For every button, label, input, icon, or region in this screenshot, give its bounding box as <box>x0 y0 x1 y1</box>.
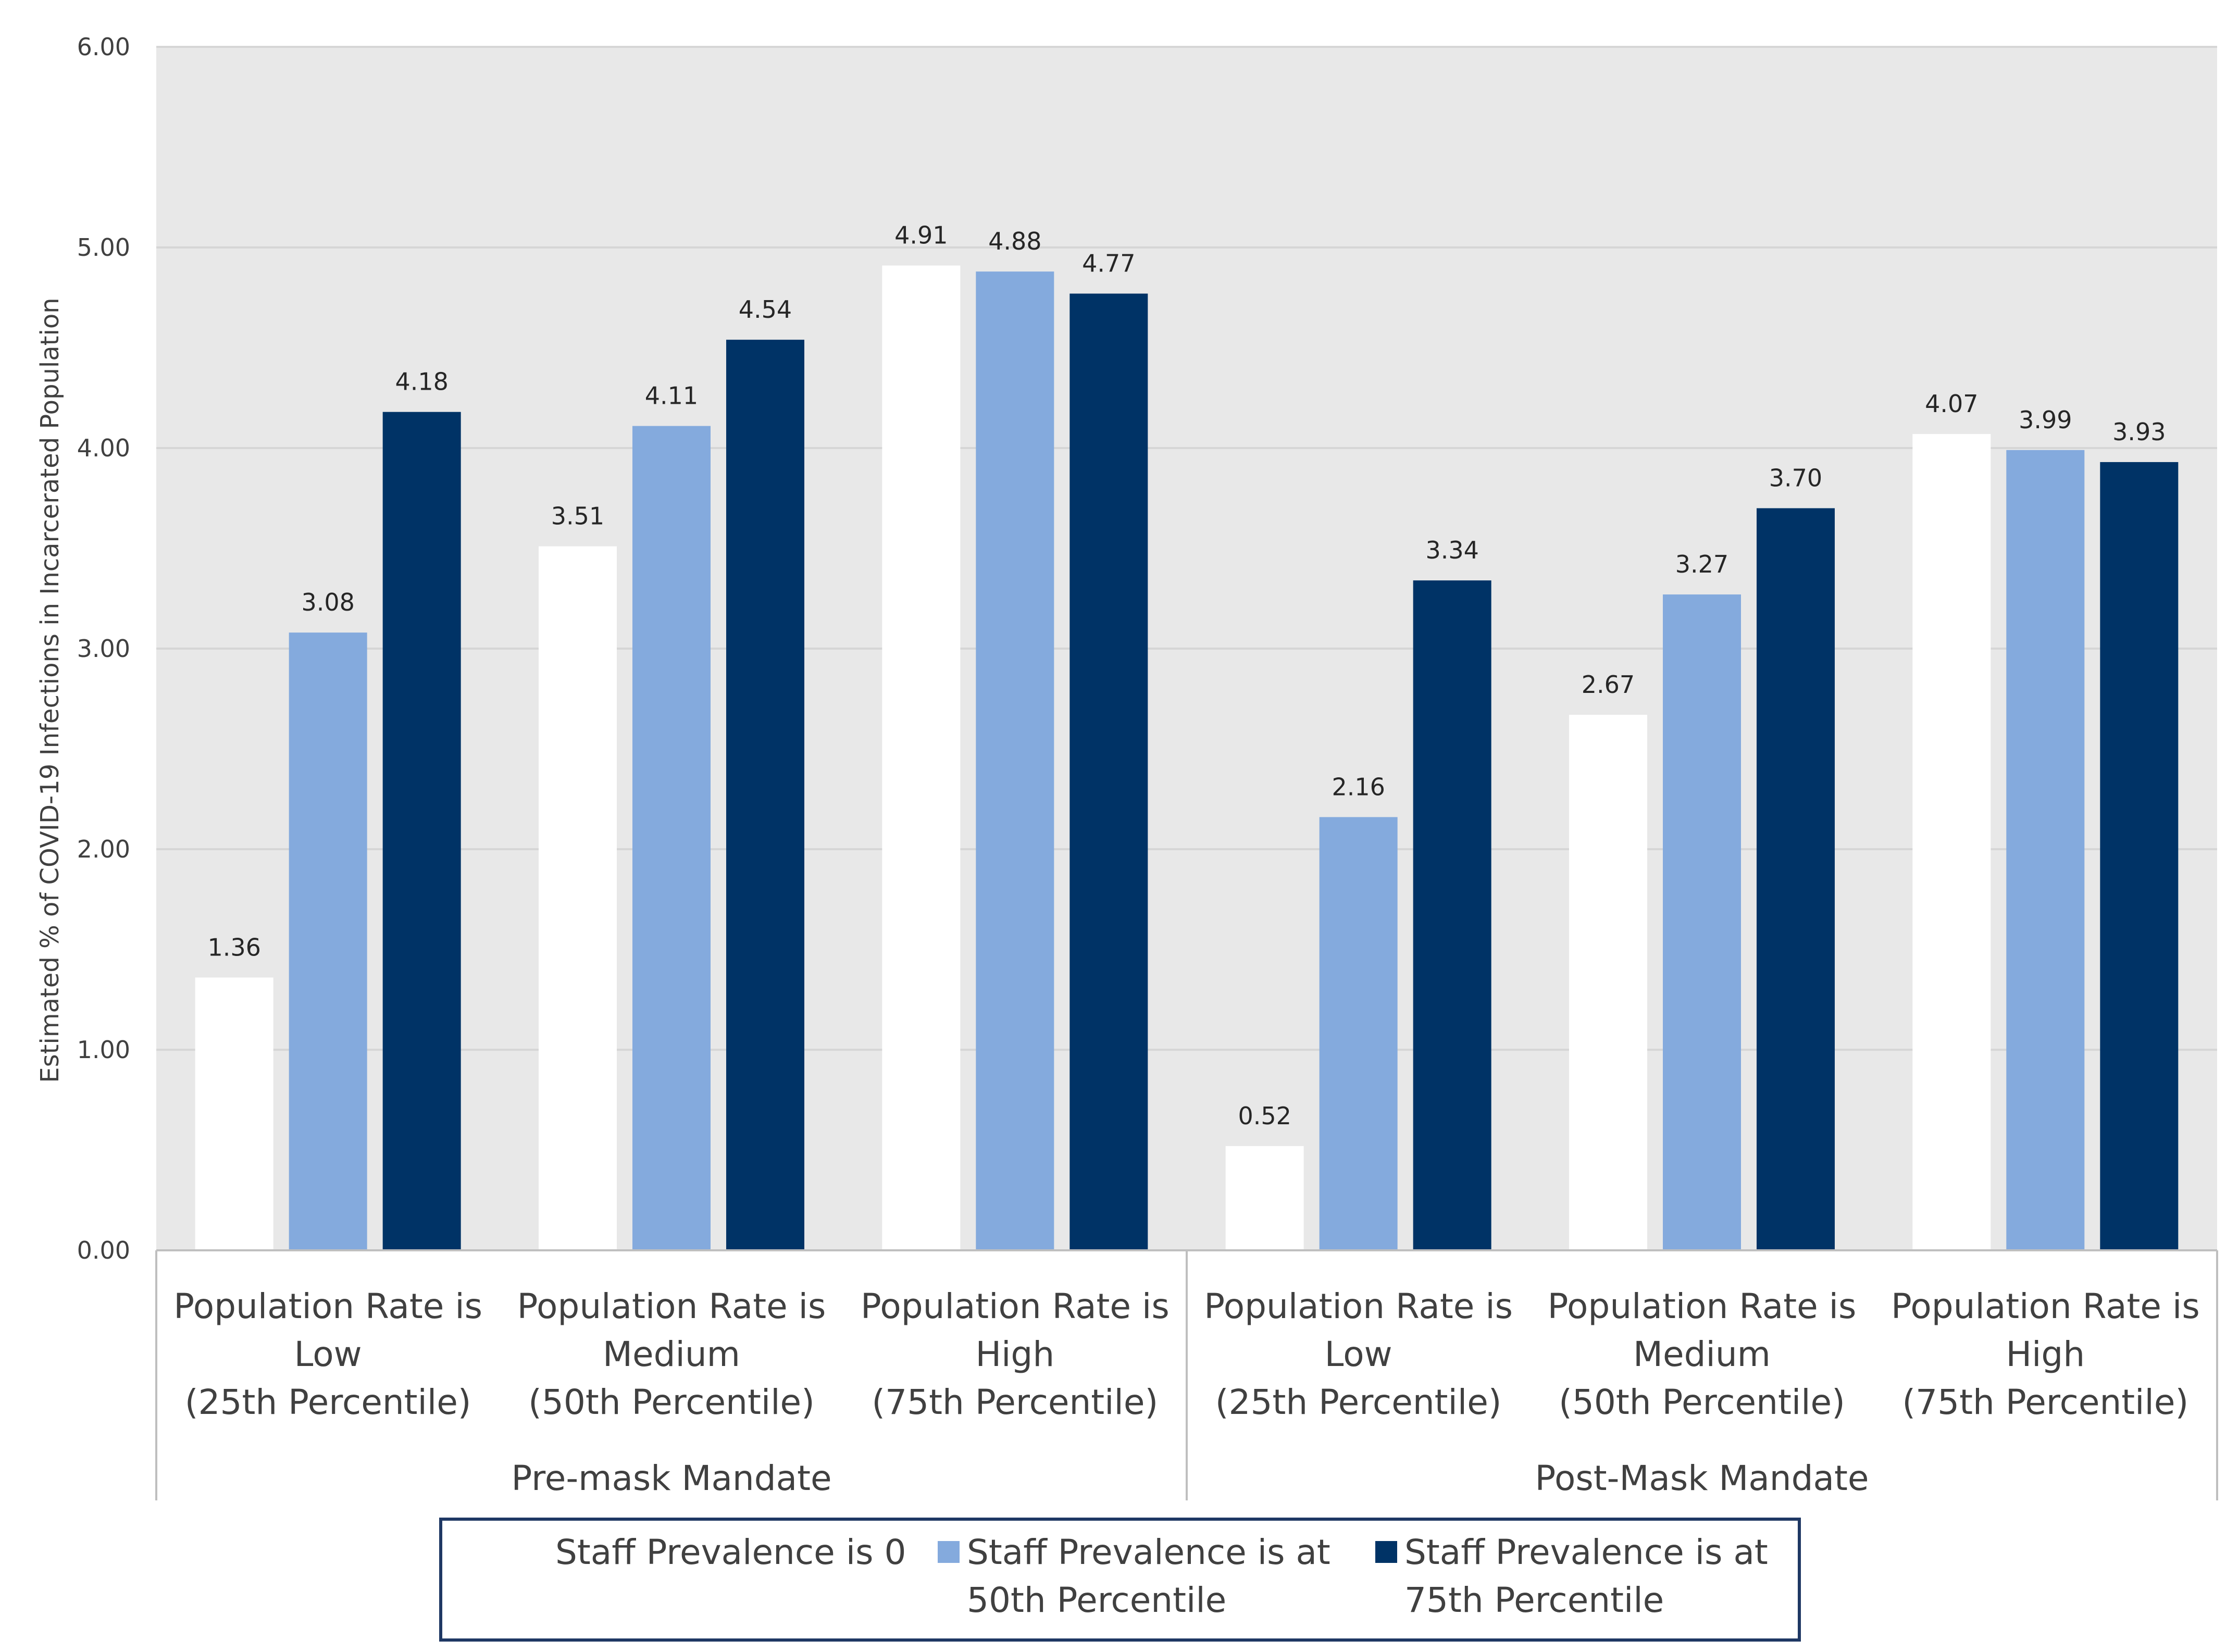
y-tick-label: 6.00 <box>77 33 130 61</box>
category-label-line: (75th Percentile) <box>872 1382 1158 1422</box>
data-label: 3.93 <box>2112 418 2166 446</box>
legend-entry-line: Staff Prevalence is at <box>967 1532 1330 1572</box>
data-label: 4.11 <box>645 382 698 410</box>
bar <box>1663 594 1741 1250</box>
legend-swatch <box>526 1541 548 1563</box>
bar <box>632 426 711 1250</box>
category-label: Population Rate is High (75th Percentile) <box>1891 1286 2200 1422</box>
legend-entry: Staff Prevalence is 0 <box>555 1532 906 1572</box>
data-label: 4.18 <box>395 368 448 396</box>
y-tick-label: 5.00 <box>77 233 130 262</box>
legend-entry: Staff Prevalence is at 75th Percentile <box>1404 1532 1768 1620</box>
category-label-line: Population Rate is <box>861 1286 1170 1326</box>
category-label-line: Population Rate is <box>1204 1286 1513 1326</box>
legend-entry-line: 75th Percentile <box>1404 1580 1664 1620</box>
bar <box>289 632 367 1250</box>
legend-swatch <box>1375 1541 1397 1563</box>
category-label-line: (50th Percentile) <box>528 1382 815 1422</box>
data-label: 2.16 <box>1332 773 1385 801</box>
category-label-line: Population Rate is <box>1548 1286 1857 1326</box>
category-label-line: High <box>2006 1334 2085 1374</box>
y-axis-label: Estimated % of COVID-19 Infections in In… <box>35 297 65 1083</box>
legend-entry-line: Staff Prevalence is at <box>1404 1532 1768 1572</box>
category-label: Population Rate is Medium (50th Percentile… <box>1548 1286 1857 1422</box>
y-tick-label: 0.00 <box>77 1236 130 1264</box>
legend-swatch <box>938 1541 960 1563</box>
data-label: 4.07 <box>1925 390 1978 418</box>
data-label: 4.77 <box>1082 250 1135 278</box>
category-label-line: Medium <box>603 1334 740 1374</box>
category-label: Population Rate is High (75th Percentile) <box>861 1286 1170 1422</box>
data-label: 3.99 <box>2019 406 2072 434</box>
bar <box>539 546 617 1250</box>
data-label: 3.34 <box>1425 536 1478 564</box>
bar <box>1069 293 1148 1250</box>
category-label-line: (25th Percentile) <box>185 1382 471 1422</box>
bar <box>1319 817 1398 1250</box>
category-label-line: Low <box>1325 1334 1392 1374</box>
category-label: Population Rate is Low (25th Percentile) <box>173 1286 482 1422</box>
bar <box>976 271 1054 1251</box>
y-tick-label: 2.00 <box>77 835 130 863</box>
bar <box>195 977 273 1250</box>
y-tick-label: 4.00 <box>77 434 130 462</box>
category-label-line: (75th Percentile) <box>1902 1382 2188 1422</box>
category-label-line: Population Rate is <box>517 1286 826 1326</box>
data-label: 4.91 <box>894 221 948 250</box>
x-axis: Population Rate is Low (25th Percentile)Po… <box>155 1249 2218 1500</box>
category-label-line: Population Rate is <box>1891 1286 2200 1326</box>
legend-box <box>439 1518 1801 1642</box>
data-label: 3.27 <box>1675 550 1728 578</box>
data-label: 4.88 <box>988 227 1041 255</box>
data-label: 3.70 <box>1769 464 1822 492</box>
category-label: Population Rate is Low (25th Percentile) <box>1204 1286 1513 1422</box>
group-label: Pre-mask Mandate <box>511 1458 831 1498</box>
y-tick-label: 1.00 <box>77 1036 130 1064</box>
data-label: 2.67 <box>1582 670 1635 699</box>
data-label: 1.36 <box>207 933 260 961</box>
bar <box>726 340 804 1250</box>
legend-entry-line: Staff Prevalence is 0 <box>555 1532 906 1572</box>
category-label: Population Rate is Medium (50th Percentile… <box>517 1286 826 1422</box>
category-label-line: Population Rate is <box>173 1286 482 1326</box>
y-tick-label: 3.00 <box>77 635 130 663</box>
legend-entry: Staff Prevalence is at 50th Percentile <box>967 1532 1330 1620</box>
bar <box>882 265 961 1250</box>
data-label: 4.54 <box>739 295 792 324</box>
bar <box>1757 508 1835 1250</box>
bar <box>1569 715 1647 1250</box>
bar <box>382 412 461 1251</box>
data-label: 3.08 <box>301 588 354 616</box>
legend-entry-line: 50th Percentile <box>967 1580 1226 1620</box>
y-axis-ticks: 0.00 1.00 2.00 3.00 4.00 5.00 6.00 <box>77 33 130 1264</box>
legend: Staff Prevalence is 0 Staff Prevalence is… <box>439 1518 1801 1642</box>
category-label-line: (25th Percentile) <box>1215 1382 1502 1422</box>
bars <box>195 265 2179 1251</box>
category-label-line: Low <box>294 1334 362 1374</box>
bar <box>2100 462 2179 1251</box>
data-label: 0.52 <box>1238 1102 1291 1130</box>
category-label-line: (50th Percentile) <box>1559 1382 1845 1422</box>
data-label: 3.51 <box>551 502 604 530</box>
category-label-line: Medium <box>1633 1334 1771 1374</box>
bar <box>2006 450 2085 1250</box>
bar <box>1225 1146 1304 1250</box>
gridlines <box>156 46 2217 1051</box>
category-label-line: High <box>975 1334 1054 1374</box>
group-label: Post-Mask Mandate <box>1535 1458 1869 1498</box>
bar <box>1413 580 1491 1250</box>
data-labels: 1.36 3.51 4.91 0.52 2.67 4.07 3.08 4.11 4.88 2.16… <box>207 221 2166 1130</box>
bar <box>1912 434 1991 1250</box>
